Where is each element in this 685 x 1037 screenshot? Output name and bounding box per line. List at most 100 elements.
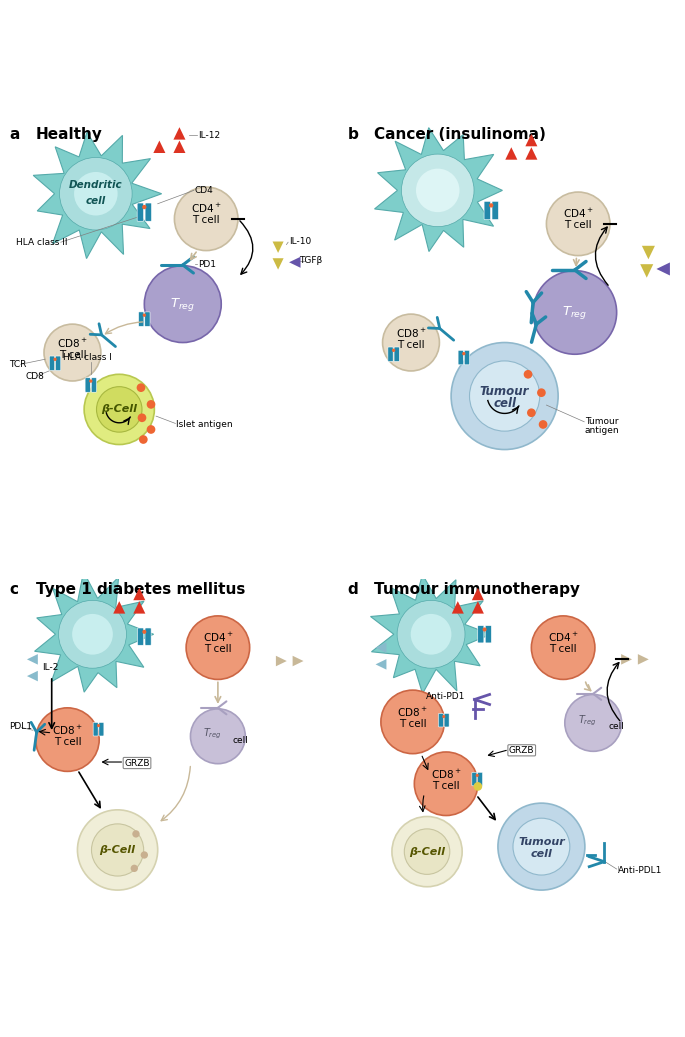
- Text: CD8: CD8: [25, 372, 45, 382]
- Text: IL-12: IL-12: [198, 131, 220, 140]
- Circle shape: [131, 865, 138, 872]
- Text: cell: cell: [86, 196, 106, 206]
- FancyBboxPatch shape: [492, 201, 499, 220]
- Circle shape: [36, 708, 99, 772]
- Circle shape: [74, 172, 118, 216]
- Circle shape: [565, 695, 622, 752]
- Circle shape: [145, 265, 221, 342]
- Polygon shape: [506, 147, 517, 160]
- Text: Cancer (insulinoma): Cancer (insulinoma): [374, 127, 546, 142]
- Circle shape: [489, 203, 493, 207]
- Text: HLA class II: HLA class II: [16, 237, 67, 247]
- FancyBboxPatch shape: [484, 201, 490, 220]
- FancyBboxPatch shape: [145, 312, 150, 327]
- Circle shape: [381, 690, 445, 754]
- Text: TGFβ: TGFβ: [299, 256, 323, 265]
- Circle shape: [142, 205, 147, 209]
- FancyBboxPatch shape: [485, 625, 491, 643]
- Circle shape: [139, 436, 148, 444]
- Text: Anti-PD1: Anti-PD1: [426, 693, 465, 701]
- Circle shape: [140, 851, 148, 859]
- Circle shape: [462, 352, 466, 356]
- Circle shape: [473, 782, 482, 791]
- Text: T cell: T cell: [399, 720, 427, 729]
- Circle shape: [451, 342, 558, 449]
- Text: cell: cell: [493, 397, 516, 410]
- Text: CD8$^+$: CD8$^+$: [396, 327, 426, 340]
- FancyBboxPatch shape: [55, 356, 61, 370]
- Text: CD8$^+$: CD8$^+$: [52, 724, 83, 737]
- Text: β-Cell: β-Cell: [99, 845, 136, 854]
- Polygon shape: [656, 262, 670, 276]
- Text: Tumour immunotherapy: Tumour immunotherapy: [374, 583, 580, 597]
- Polygon shape: [375, 642, 386, 653]
- Polygon shape: [134, 601, 145, 614]
- Polygon shape: [273, 258, 284, 270]
- Text: CD4$^+$: CD4$^+$: [548, 632, 579, 644]
- Text: Tumour: Tumour: [585, 417, 619, 426]
- Text: IL-10: IL-10: [289, 236, 312, 246]
- Polygon shape: [638, 654, 649, 665]
- Circle shape: [89, 380, 92, 383]
- Polygon shape: [113, 601, 125, 614]
- Text: GRZB: GRZB: [124, 758, 150, 767]
- Polygon shape: [525, 147, 538, 160]
- Circle shape: [136, 384, 145, 392]
- Text: d: d: [347, 583, 358, 597]
- FancyBboxPatch shape: [138, 628, 144, 645]
- Polygon shape: [642, 246, 655, 259]
- Text: CD4$^+$: CD4$^+$: [563, 207, 593, 220]
- Text: c: c: [9, 583, 18, 597]
- Circle shape: [60, 158, 132, 230]
- Circle shape: [547, 192, 610, 255]
- Polygon shape: [173, 141, 186, 153]
- Circle shape: [392, 816, 462, 887]
- Circle shape: [416, 169, 460, 213]
- Circle shape: [147, 400, 155, 409]
- Text: CD8$^+$: CD8$^+$: [431, 767, 462, 781]
- Text: a: a: [9, 127, 19, 142]
- Circle shape: [482, 627, 486, 632]
- Text: Tumour: Tumour: [518, 837, 564, 846]
- Text: IL-2: IL-2: [42, 664, 59, 672]
- Circle shape: [84, 374, 154, 445]
- Polygon shape: [375, 128, 502, 252]
- Circle shape: [414, 752, 478, 815]
- Circle shape: [498, 803, 585, 890]
- Circle shape: [513, 818, 570, 875]
- Text: PDL1: PDL1: [9, 723, 32, 731]
- Polygon shape: [33, 132, 162, 258]
- Text: T cell: T cell: [397, 340, 425, 349]
- Text: CD4$^+$: CD4$^+$: [191, 202, 221, 216]
- Circle shape: [72, 614, 113, 654]
- Circle shape: [523, 370, 532, 379]
- Polygon shape: [640, 264, 653, 278]
- Text: T cell: T cell: [549, 644, 577, 654]
- FancyBboxPatch shape: [477, 773, 482, 786]
- Polygon shape: [472, 601, 484, 614]
- FancyBboxPatch shape: [145, 628, 151, 645]
- FancyBboxPatch shape: [137, 203, 144, 221]
- Circle shape: [532, 616, 595, 679]
- Text: GRZB: GRZB: [509, 746, 534, 755]
- Circle shape: [97, 387, 142, 432]
- Circle shape: [132, 831, 140, 838]
- Text: b: b: [347, 127, 358, 142]
- Circle shape: [397, 600, 465, 668]
- Circle shape: [475, 774, 479, 777]
- Text: T cell: T cell: [59, 349, 86, 360]
- Circle shape: [175, 187, 238, 251]
- Text: Dendritic: Dendritic: [69, 180, 123, 191]
- Circle shape: [44, 325, 101, 381]
- Text: T cell: T cell: [53, 737, 82, 748]
- Polygon shape: [289, 257, 301, 268]
- Circle shape: [469, 361, 540, 431]
- Text: cell: cell: [530, 849, 552, 859]
- Polygon shape: [273, 242, 284, 253]
- Circle shape: [97, 724, 100, 727]
- FancyBboxPatch shape: [458, 351, 463, 365]
- Circle shape: [537, 388, 546, 397]
- Text: cell: cell: [233, 736, 249, 745]
- Circle shape: [186, 616, 249, 679]
- FancyBboxPatch shape: [99, 723, 104, 736]
